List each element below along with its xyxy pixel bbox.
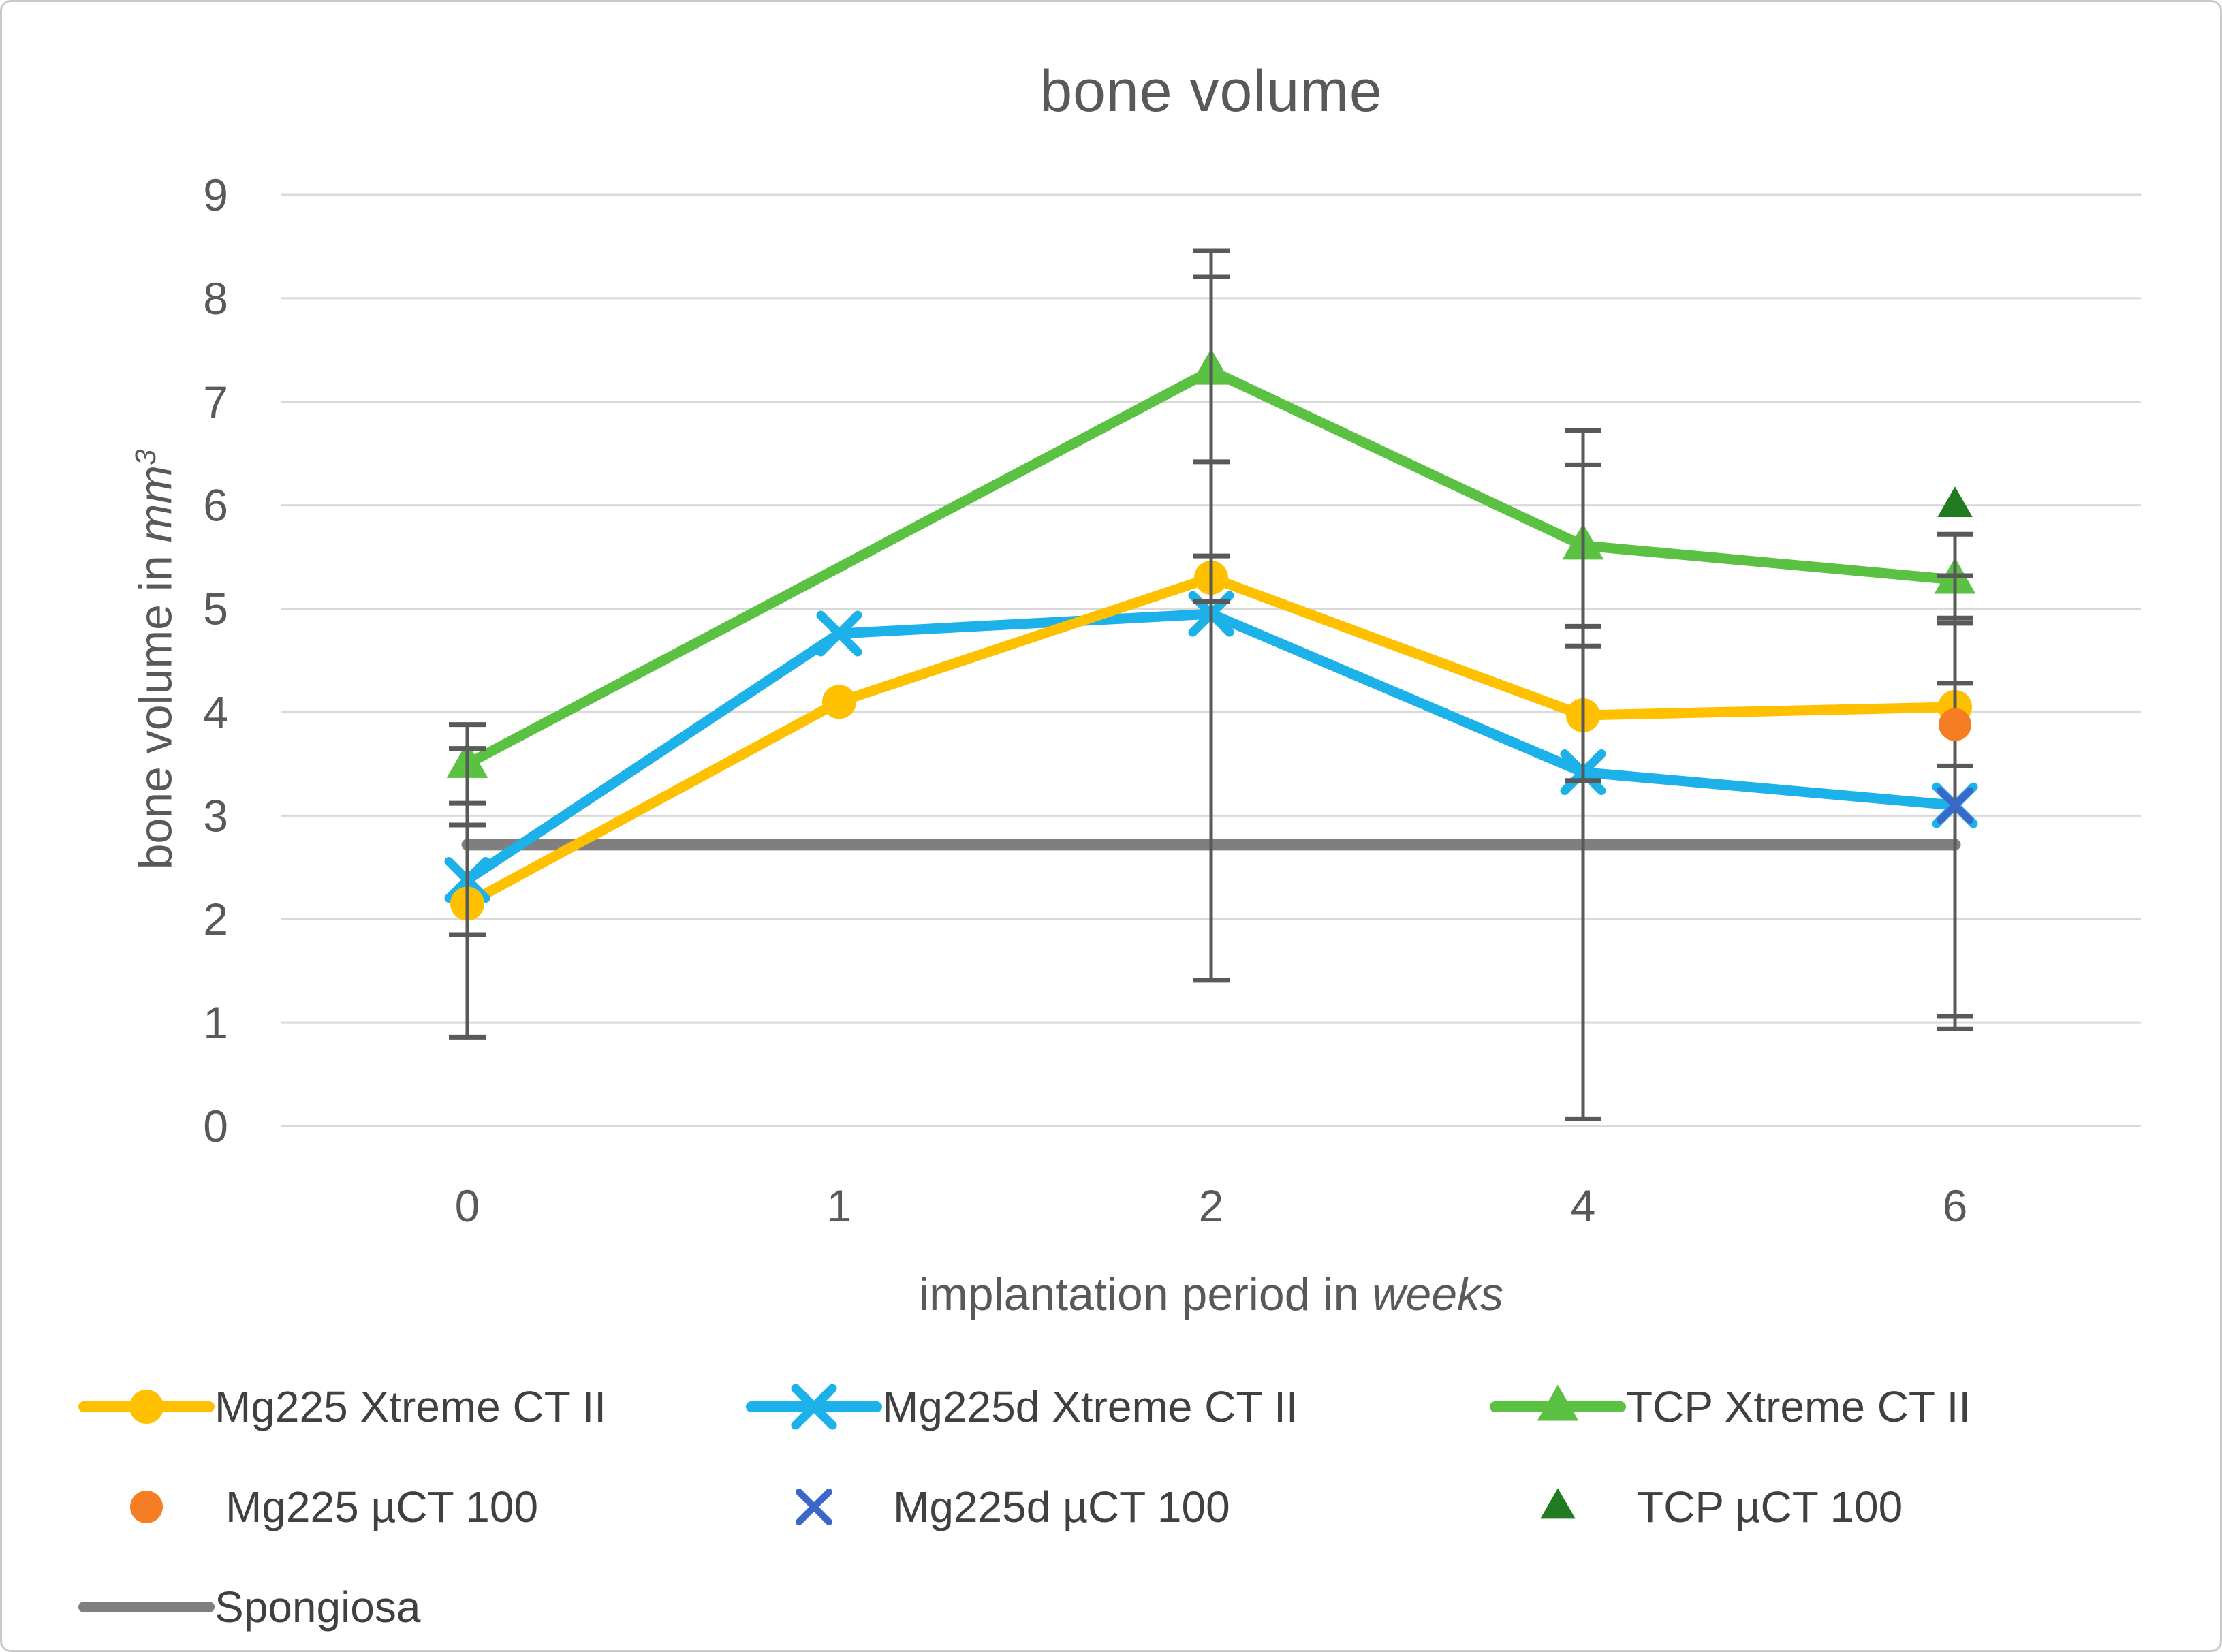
triangle-marker <box>1540 1488 1576 1518</box>
legend-item-mg225-xtreme: Mg225 Xtreme CT II <box>78 1378 746 1435</box>
x-axis-title: implantation period in weeks <box>281 1268 2141 1321</box>
legend-item-mg225d-xtreme: Mg225d Xtreme CT II <box>746 1378 1490 1435</box>
y-tick-label: 4 <box>203 687 228 737</box>
x-marker <box>791 1384 837 1429</box>
x-tick-label: 1 <box>827 1181 852 1231</box>
y-tick-label: 1 <box>203 997 228 1048</box>
circle-marker <box>129 1389 163 1424</box>
y-tick-label: 8 <box>203 273 228 324</box>
line-icon <box>78 1601 215 1612</box>
circle-marker <box>1939 708 1971 741</box>
legend-item-spongiosa: Spongiosa <box>78 1578 746 1636</box>
legend-item-tcp-uct: TCP µCT 100 <box>1490 1478 2163 1536</box>
triangle-marker <box>1537 1384 1579 1420</box>
x-tick-label: 6 <box>1943 1181 1968 1231</box>
circle-marker <box>130 1490 163 1523</box>
x-tick-label: 2 <box>1199 1181 1224 1231</box>
y-tick-label: 6 <box>203 480 228 531</box>
legend-label: Mg225d Xtreme CT II <box>882 1382 1298 1431</box>
y-axis-title-exponent: 3 <box>129 449 161 466</box>
line-circle-marker-icon <box>78 1389 215 1424</box>
series-markers-mg225-µct-100 <box>1939 708 1971 741</box>
y-tick-label: 9 <box>203 170 228 220</box>
chart-legend: Mg225 Xtreme CT II Mg225d Xtreme CT II T… <box>78 1356 2163 1650</box>
triangle-marker-icon <box>1540 1488 1576 1518</box>
y-tick-label: 3 <box>203 790 228 841</box>
circle-marker <box>822 685 856 719</box>
x-marker-icon <box>796 1488 832 1525</box>
chart-title: bone volume <box>1039 59 1383 124</box>
x-marker <box>816 610 862 657</box>
legend-label: TCP µCT 100 <box>1637 1482 1903 1531</box>
x-marker <box>1937 787 1973 824</box>
x-tick-label: 0 <box>455 1181 480 1231</box>
x-axis-title-text: implantation period in <box>918 1268 1373 1320</box>
line-triangle-marker-icon <box>1490 1384 1626 1420</box>
y-tick-label: 2 <box>203 894 228 944</box>
error-bars <box>449 248 1973 1121</box>
legend-label: Mg225 Xtreme CT II <box>215 1382 607 1431</box>
series-markers-tcp-µct-100 <box>1937 486 1973 518</box>
x-marker <box>796 1488 832 1525</box>
legend-item-mg225d-uct: Mg225d µCT 100 <box>746 1478 1490 1536</box>
legend-label: Spongiosa <box>215 1582 421 1632</box>
y-tick-label: 5 <box>203 584 228 634</box>
legend-label: Mg225 µCT 100 <box>225 1482 539 1531</box>
x-tick-label: 4 <box>1571 1181 1596 1231</box>
legend-item-tcp-xtreme: TCP Xtreme CT II <box>1490 1378 2163 1435</box>
legend-label: TCP Xtreme CT II <box>1626 1382 1971 1431</box>
legend-label: Mg225d µCT 100 <box>893 1482 1230 1531</box>
x-axis-title-unit: weeks <box>1372 1268 1504 1320</box>
legend-item-mg225-uct: Mg225 µCT 100 <box>78 1478 746 1536</box>
line-x-marker-icon <box>746 1384 882 1429</box>
x-axis-tick-labels: 0 1 2 4 6 <box>455 1181 1968 1231</box>
series-markers-mg225d-µct-100 <box>1937 787 1973 824</box>
y-axis-title-text: bone volume in <box>129 542 182 870</box>
triangle-marker <box>1937 486 1973 518</box>
y-tick-label: 7 <box>203 377 228 427</box>
legend-row-2: Mg225 µCT 100 Mg225d µCT 100 TCP µCT 100 <box>78 1456 2163 1557</box>
y-axis-title-unit: mm <box>129 465 182 543</box>
y-axis-tick-labels: 0 1 2 3 4 5 6 7 8 9 <box>203 170 228 1151</box>
y-tick-label: 0 <box>203 1101 228 1151</box>
series-line-tcp-xtreme-ct-ii <box>462 365 1960 769</box>
circle-marker-icon <box>130 1490 163 1523</box>
legend-row-1: Mg225 Xtreme CT II Mg225d Xtreme CT II T… <box>78 1356 2163 1456</box>
y-axis-title: bone volume in mm3 <box>114 183 182 1136</box>
legend-row-3: Spongiosa <box>78 1557 2163 1650</box>
